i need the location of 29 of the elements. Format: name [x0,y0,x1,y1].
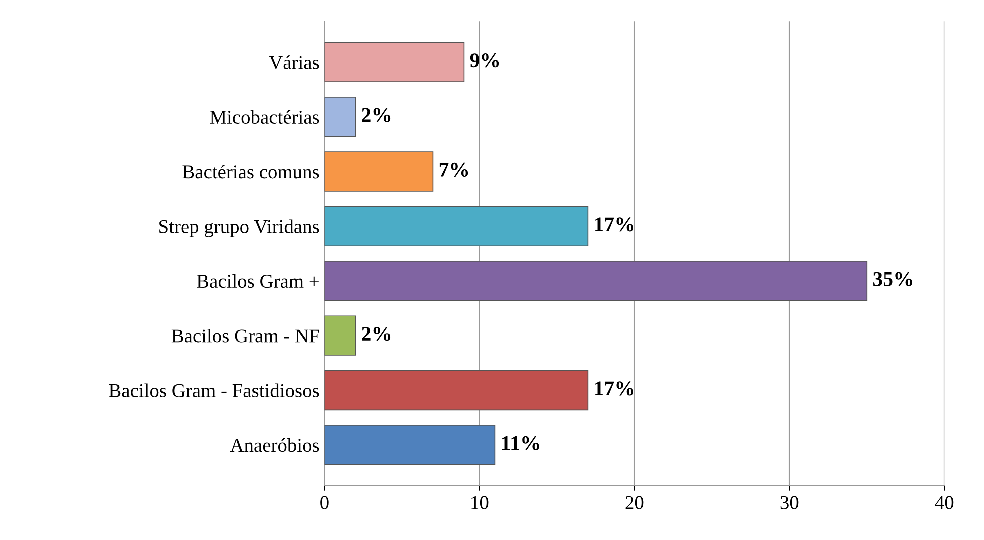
x-tick-label: 10 [472,496,489,510]
bar [324,261,868,302]
data-label: 2% [362,326,391,342]
data-label: 9% [470,54,500,68]
data-label: 17% [595,382,634,396]
bar [324,425,496,466]
y-tick-label: Bacilos Gram + [197,274,319,288]
bar [324,370,589,411]
data-label: 17% [595,218,634,232]
y-tick-label: Bactérias comuns [182,164,320,179]
x-tick-label: 20 [626,496,644,510]
bar [324,152,434,192]
y-tick-label: Anaeróbios [230,438,320,452]
x-tick-label: 30 [780,496,799,510]
data-label: 35% [873,272,912,286]
data-label: 11% [502,436,540,450]
bar [324,96,356,138]
x-tick-label: 0 [320,496,329,510]
data-label: 2% [362,108,391,122]
bar [324,206,589,247]
y-tick-label: Strep grupo Viridans [160,220,320,238]
bar [324,316,356,356]
x-tick-label: 40 [935,496,954,510]
y-tick-label: Bacilos Gram - Fastidiosos [109,384,320,398]
data-label: 7% [440,162,468,178]
y-tick-label: Bacilos Gram - NF [172,329,320,343]
bar [324,42,465,83]
y-tick-label: Micobactérias [210,110,320,124]
y-tick-label: Várias [269,56,320,70]
